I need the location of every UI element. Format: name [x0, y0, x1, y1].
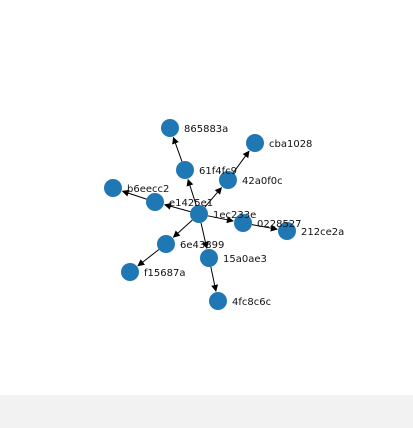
node-label-b6eecc2: b6eecc2 — [127, 184, 169, 195]
edge-1ec233e-e1425e1 — [163, 202, 191, 213]
node-212ce2a[interactable] — [278, 222, 296, 240]
node-label-61f4fc9: 61f4fc9 — [199, 166, 237, 177]
edge-e1425e1-b6eecc2 — [121, 189, 147, 200]
node-b6eecc2[interactable] — [104, 179, 122, 197]
node-e1425e1[interactable] — [146, 193, 164, 211]
bottom-band — [0, 395, 413, 423]
labels-layer: 1ec233e 61f4fc9 865883a 42a0f0c cba1028 e1425… — [127, 124, 344, 308]
edge-1ec233e-61f4fc9 — [186, 178, 197, 206]
edge-1ec233e-0228527 — [207, 215, 234, 224]
edge-61f4fc9-865883a — [172, 136, 183, 162]
node-label-865883a: 865883a — [184, 124, 228, 135]
node-4fc8c6c[interactable] — [209, 292, 227, 310]
node-42a0f0c[interactable] — [219, 171, 237, 189]
edge-1ec233e-15a0ae3 — [200, 222, 209, 249]
edges-layer — [121, 136, 278, 292]
node-1ec233e[interactable] — [190, 205, 208, 223]
node-0228527[interactable] — [234, 214, 252, 232]
nodes-layer — [104, 119, 296, 310]
node-865883a[interactable] — [161, 119, 179, 137]
node-label-15a0ae3: 15a0ae3 — [223, 254, 267, 265]
node-label-6e43899: 6e43899 — [180, 240, 224, 251]
edge-1ec233e-42a0f0c — [204, 187, 222, 208]
node-cba1028[interactable] — [246, 134, 264, 152]
node-61f4fc9[interactable] — [176, 161, 194, 179]
node-label-42a0f0c: 42a0f0c — [242, 176, 283, 187]
node-label-4fc8c6c: 4fc8c6c — [232, 297, 271, 308]
node-15a0ae3[interactable] — [200, 249, 218, 267]
edge-0228527-212ce2a — [251, 224, 278, 232]
node-label-cba1028: cba1028 — [269, 139, 312, 150]
node-f15687a[interactable] — [121, 263, 139, 281]
node-label-f15687a: f15687a — [144, 268, 185, 279]
node-label-e1425e1: e1425e1 — [169, 198, 213, 209]
edge-1ec233e-6e43899 — [172, 219, 193, 238]
node-label-0228527: 0228527 — [257, 219, 302, 230]
edge-15a0ae3-4fc8c6c — [210, 266, 219, 292]
edge-6e43899-f15687a — [137, 249, 160, 267]
node-label-1ec233e: 1ec233e — [213, 210, 256, 221]
edge-42a0f0c-cba1028 — [232, 150, 250, 174]
node-6e43899[interactable] — [157, 235, 175, 253]
node-label-212ce2a: 212ce2a — [301, 227, 344, 238]
